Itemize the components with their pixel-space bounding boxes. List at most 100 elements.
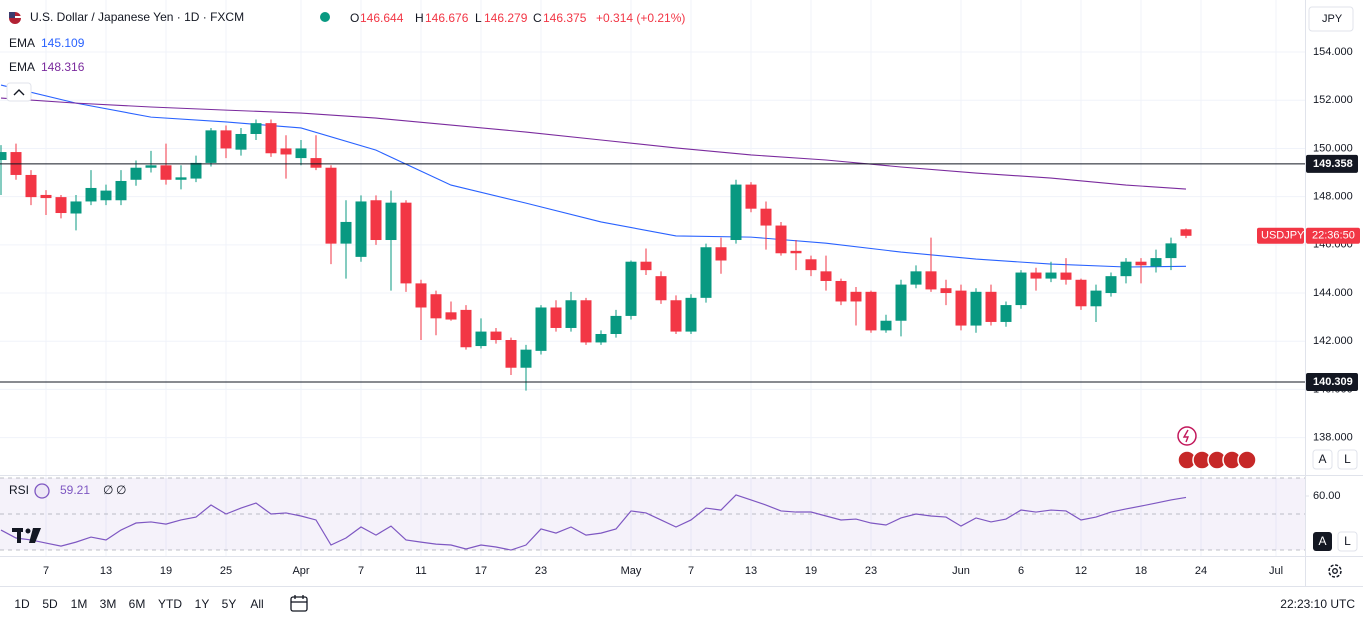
log-scale-label: L	[1344, 452, 1351, 466]
log-scale-button[interactable]	[1337, 449, 1358, 470]
candle-body	[850, 291, 862, 302]
symbol-title[interactable]: U.S. Dollar / Japanese Yen · 1D · FXCM	[30, 10, 244, 24]
candle-body	[835, 280, 847, 302]
auto-scale-button[interactable]	[1312, 449, 1333, 470]
candle-body	[490, 331, 502, 341]
range-button[interactable]: 5D	[42, 597, 58, 611]
ema-name[interactable]: EMA	[9, 36, 35, 50]
x-tick-label: 23	[865, 565, 877, 577]
candle-body	[340, 221, 352, 244]
ema-line	[0, 97, 1187, 190]
x-tick-label: 12	[1075, 565, 1087, 577]
candle-body	[415, 283, 427, 308]
candle-body	[445, 312, 457, 320]
auto-scale-label: A	[1318, 452, 1326, 466]
candle-body	[535, 307, 547, 351]
range-button[interactable]: 3M	[100, 597, 117, 611]
candle-body	[625, 261, 637, 316]
candle-body	[1105, 276, 1117, 294]
settings-button[interactable]	[1328, 564, 1342, 578]
currency-button[interactable]	[1308, 6, 1354, 32]
candle-body	[970, 291, 982, 326]
range-button[interactable]: All	[250, 597, 263, 611]
axis-layer: 7 13 19 25 Apr 7 11 17 23 May 7 13 19 23 Jun 6 12 18 24 Jul…	[43, 46, 1360, 577]
candle-body	[640, 261, 652, 271]
rsi-source-icon[interactable]	[34, 483, 50, 499]
candle-body	[0, 152, 7, 161]
open-value: 146.644	[360, 11, 404, 25]
event-icon[interactable]	[1237, 450, 1257, 470]
y-tick-label: 144.000	[1313, 287, 1353, 299]
log-scale-button[interactable]	[1337, 531, 1358, 552]
x-tick-label: 19	[160, 565, 172, 577]
candle-body	[610, 315, 622, 334]
calendar-icon[interactable]	[290, 595, 308, 612]
candle-body	[250, 123, 262, 134]
candle-body	[370, 200, 382, 241]
candle-body	[685, 297, 697, 332]
y-tick-label: 148.000	[1313, 191, 1353, 203]
range-button[interactable]: 1M	[71, 597, 88, 611]
candle-body	[1120, 261, 1132, 277]
log-scale-label: L	[1344, 534, 1351, 548]
market-status[interactable]	[320, 12, 330, 22]
x-tick-label: 6	[1018, 565, 1024, 577]
ohlc-label: O	[350, 11, 359, 25]
range-button[interactable]: 5Y	[222, 597, 237, 611]
candle-body	[910, 271, 922, 285]
candle-body	[310, 158, 322, 168]
range-button[interactable]: 1Y	[195, 597, 210, 611]
candle-body	[655, 276, 667, 301]
candle-body	[550, 307, 562, 328]
candle-body	[925, 271, 937, 290]
high-value: 146.676	[425, 11, 469, 25]
candle-body	[790, 250, 802, 254]
candle-body	[1075, 279, 1087, 307]
x-tick-label: 23	[535, 565, 547, 577]
toolbar: 22:23:10 UTC 1D 5D 1M 3M 6M YTD 1Y 5Y All	[14, 595, 1355, 612]
event-icon[interactable]	[1177, 426, 1197, 446]
rsi-name[interactable]: RSI	[9, 483, 29, 497]
candle-body	[100, 190, 112, 201]
candle-body	[325, 167, 337, 244]
candle-body	[520, 349, 532, 368]
range-button[interactable]: 6M	[129, 597, 146, 611]
candle-body	[1150, 258, 1162, 267]
rsi-value: 59.21	[60, 483, 90, 497]
clock[interactable]: 22:23:10 UTC	[1280, 597, 1355, 611]
candle-body	[235, 133, 247, 150]
chevron-icon	[13, 89, 25, 96]
candle-body	[400, 202, 412, 284]
price-pane	[0, 84, 1305, 391]
logo[interactable]	[12, 528, 41, 543]
x-tick-label: 7	[358, 565, 364, 577]
x-tick-label: 13	[745, 565, 757, 577]
candle-body	[265, 123, 277, 154]
rsi-tick-label: 60.00	[1313, 490, 1341, 502]
candle-body	[430, 294, 442, 319]
candle-body	[820, 271, 832, 281]
candle-body	[130, 167, 142, 180]
collapse-legend-button[interactable]	[6, 82, 32, 102]
candle-body	[145, 165, 157, 168]
candle-body	[730, 184, 742, 241]
candle-body	[715, 247, 727, 261]
price-label: 140.309	[1313, 376, 1353, 388]
ema-name[interactable]: EMA	[9, 60, 35, 74]
candle-body	[955, 290, 967, 326]
y-tick-label: 150.000	[1313, 142, 1353, 154]
price-label: 149.358	[1313, 158, 1353, 170]
candle-body	[355, 201, 367, 257]
auto-scale-button[interactable]	[1313, 532, 1332, 551]
countdown-box	[1306, 227, 1360, 244]
x-tick-label: 18	[1135, 565, 1147, 577]
range-button[interactable]: 1D	[14, 597, 30, 611]
ohlc-label: C	[533, 11, 542, 25]
candle-body	[190, 162, 202, 179]
change-value: +0.314 (+0.21%)	[596, 11, 685, 25]
candle-body	[1015, 272, 1027, 306]
candle-body	[1060, 272, 1072, 280]
rsi-line	[0, 494, 1187, 551]
range-button[interactable]: YTD	[158, 597, 182, 611]
